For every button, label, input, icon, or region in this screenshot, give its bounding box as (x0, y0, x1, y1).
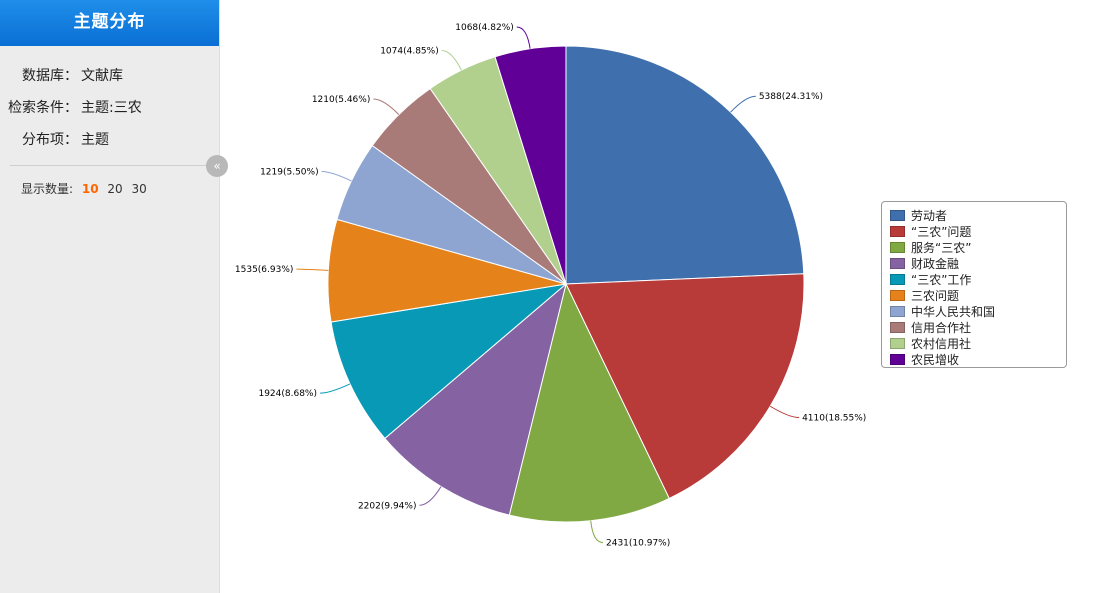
legend-label: 中华人民共和国 (911, 304, 996, 319)
slice-data-label: 1219(5.50%) (260, 167, 319, 177)
legend-label: 农民增收 (911, 352, 960, 367)
slice-connector (296, 268, 329, 271)
chart-legend: 劳动者 “三农”问题 服务“三农” 财政金融 “三农”工作 三农问题 中华人民共和国 信用合作… (881, 201, 1067, 368)
pie-slice[interactable] (384, 282, 567, 516)
slice-data-label: 1074(4.85%) (380, 46, 439, 56)
slice-data-label: 2431(10.97%) (606, 539, 670, 549)
condition-value: 主题:三农 (81, 100, 142, 116)
display-count-label: 显示数量: (21, 182, 74, 196)
slice-connector (590, 520, 604, 544)
legend-swatch (890, 305, 905, 317)
legend-label: 农村信用社 (911, 336, 972, 351)
slice-data-label: 1535(6.93%) (235, 265, 294, 275)
dimension-label: 分布项： (22, 132, 78, 148)
slice-connector (441, 49, 462, 71)
count-option-30[interactable]: 30 (131, 182, 147, 196)
legend-swatch (890, 241, 905, 253)
legend-swatch (890, 209, 905, 221)
pie-slice[interactable] (494, 45, 567, 285)
pie-slice[interactable] (327, 218, 567, 323)
database-value: 文献库 (81, 68, 123, 84)
slice-data-label: 4110(18.55%) (802, 414, 866, 424)
slice-data-label: 1068(4.82%) (455, 23, 514, 33)
double-chevron-left-icon[interactable]: « (206, 155, 228, 177)
sidebar-title: 主题分布 (0, 0, 219, 46)
sidebar: 主题分布 数据库： 文献库 检索条件： 主题:三农 分布项： 主题 显示数量: … (0, 0, 220, 593)
legend-swatch (890, 257, 905, 269)
legend-swatch (890, 321, 905, 333)
slice-connector (321, 170, 352, 182)
count-option-20[interactable]: 20 (107, 182, 123, 196)
legend-swatch (890, 273, 905, 285)
legend-label: 劳动者 (911, 208, 948, 223)
legend-item[interactable]: “三农”工作 (890, 271, 1066, 287)
legend-item[interactable]: 信用合作社 (890, 319, 1066, 335)
slice-connector (320, 383, 351, 394)
slice-connector (373, 98, 400, 115)
legend-label: 服务“三农” (911, 240, 972, 255)
legend-item[interactable]: 劳动者 (890, 207, 1066, 223)
legend-swatch (890, 337, 905, 349)
pie-slice[interactable] (330, 283, 568, 440)
slice-connector (516, 26, 531, 49)
slice-connector (419, 486, 442, 506)
pie-slice[interactable] (565, 45, 805, 285)
dimension-value: 主题 (81, 132, 109, 148)
legend-swatch (890, 225, 905, 237)
display-count-selector: 显示数量: 10 20 30 (21, 180, 147, 197)
legend-label: 财政金融 (911, 256, 960, 271)
pie-slice[interactable] (508, 282, 670, 523)
slice-data-label: 2202(9.94%) (358, 501, 417, 511)
pie-chart: 5388(24.31%) 4110(18.55%) 2431(10.97%) 2202… (235, 23, 866, 549)
legend-item[interactable]: 农村信用社 (890, 335, 1066, 351)
legend-item[interactable]: “三农”问题 (890, 223, 1066, 239)
legend-swatch (890, 353, 905, 365)
legend-swatch (890, 289, 905, 301)
legend-item[interactable]: 服务“三农” (890, 239, 1066, 255)
legend-label: “三农”问题 (911, 224, 972, 239)
pie-slice[interactable] (565, 273, 805, 500)
count-option-10[interactable]: 10 (81, 182, 99, 196)
legend-item[interactable]: 财政金融 (890, 255, 1066, 271)
legend-item[interactable]: 农民增收 (890, 351, 1066, 367)
legend-label: 三农问题 (911, 288, 960, 303)
slice-connector (769, 405, 800, 419)
slice-data-label: 1924(8.68%) (258, 389, 317, 399)
legend-item[interactable]: 三农问题 (890, 287, 1066, 303)
sidebar-divider (10, 165, 208, 166)
database-label: 数据库： (22, 68, 78, 84)
slice-connector (730, 95, 756, 113)
legend-item[interactable]: 中华人民共和国 (890, 303, 1066, 319)
condition-label: 检索条件： (8, 100, 78, 116)
legend-label: 信用合作社 (911, 320, 972, 335)
slice-data-label: 5388(24.31%) (759, 92, 823, 102)
legend-label: “三农”工作 (911, 272, 972, 287)
slice-data-label: 1210(5.46%) (312, 95, 371, 105)
